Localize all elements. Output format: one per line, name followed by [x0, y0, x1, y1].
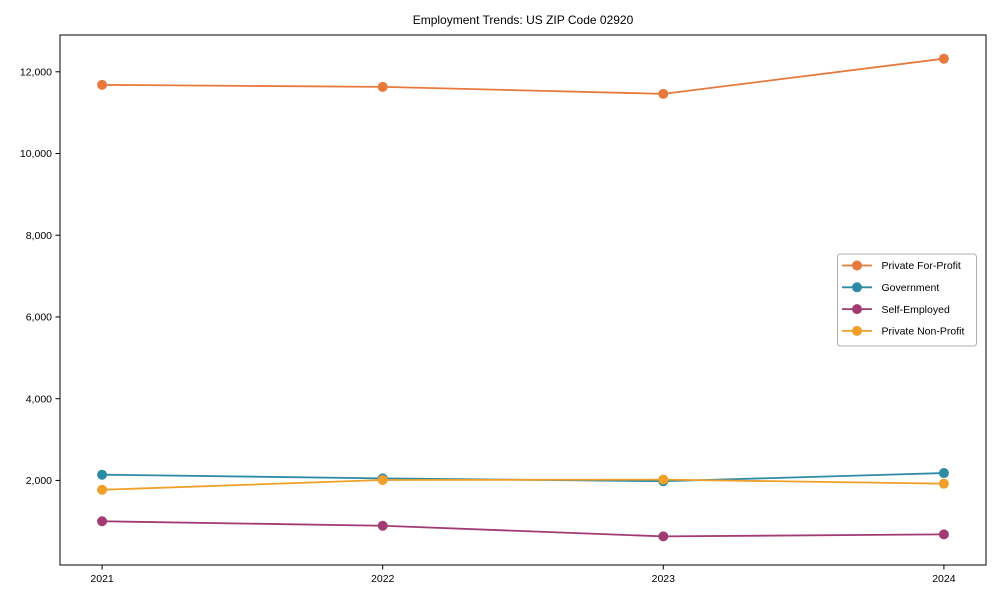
data-point-private-for-profit	[97, 79, 108, 90]
y-tick-label: 10,000	[20, 148, 52, 160]
legend-label: Self-Employed	[882, 304, 950, 316]
legend-marker	[852, 304, 862, 315]
y-tick-label: 8,000	[26, 230, 52, 242]
legend-item-self-employed: Self-Employed	[842, 304, 950, 316]
data-point-self-employed	[938, 529, 949, 540]
series-line-self-employed	[102, 520, 944, 538]
y-tick-label: 12,000	[20, 66, 52, 78]
data-point-self-employed	[97, 516, 108, 527]
chart-title: Employment Trends: US ZIP Code 02920	[413, 13, 634, 27]
data-point-self-employed	[377, 520, 388, 531]
data-point-private-non-profit	[938, 478, 949, 489]
legend-marker	[852, 282, 862, 293]
data-point-private-for-profit	[658, 88, 669, 99]
x-tick-label: 2023	[652, 573, 676, 585]
data-point-government	[97, 469, 108, 480]
y-tick-label: 2,000	[26, 475, 52, 487]
legend-label: Private For-Profit	[882, 260, 961, 272]
data-point-private-for-profit	[377, 81, 388, 92]
legend-item-government: Government	[842, 282, 939, 294]
data-point-private-non-profit	[658, 474, 669, 485]
plot-layers: 2,000 4,000 6,000 8,000 10,000 12,000 2021 2022…	[20, 34, 987, 585]
legend-box	[837, 253, 977, 347]
legend-item-private-non-profit: Private Non-Profit	[842, 326, 964, 338]
plot-frame	[59, 34, 987, 566]
series-line-private-for-profit	[102, 57, 945, 95]
y-tick-label: 4,000	[26, 393, 52, 405]
legend-marker	[852, 325, 862, 336]
data-point-private-non-profit	[377, 475, 388, 486]
series-line-private-non-profit	[102, 478, 944, 491]
x-tick-label: 2024	[932, 573, 956, 585]
legend-item-private-for-profit: Private For-Profit	[842, 260, 961, 272]
legend-label: Government	[882, 282, 940, 294]
data-point-private-non-profit	[97, 484, 108, 495]
x-tick-label: 2022	[371, 573, 395, 585]
data-point-government	[938, 468, 949, 479]
legend-label: Private Non-Profit	[882, 326, 965, 338]
y-tick-label: 6,000	[26, 312, 52, 324]
data-point-self-employed	[658, 531, 669, 542]
data-point-private-for-profit	[938, 53, 949, 64]
legend-marker	[852, 260, 862, 271]
x-tick-label: 2021	[90, 573, 114, 585]
